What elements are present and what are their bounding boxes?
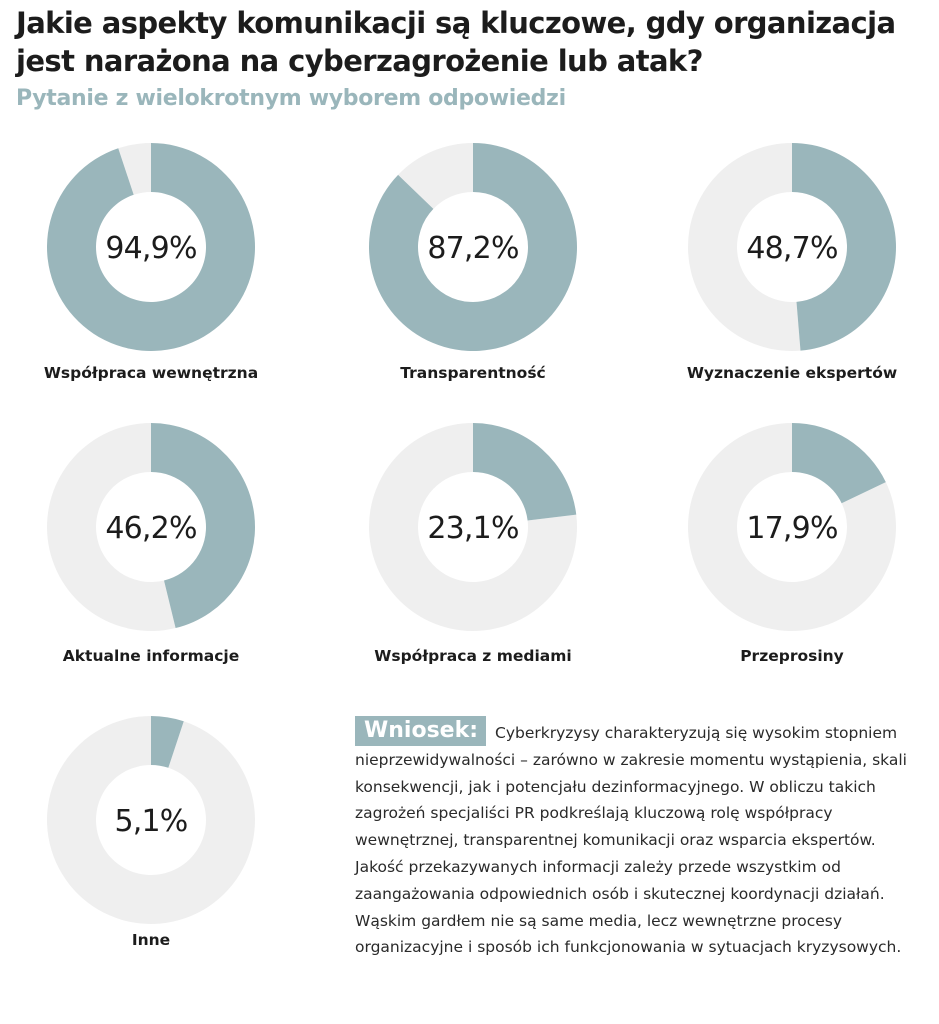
donut-segment-inne [151,716,184,768]
value-label-aktualne-informacje: 46,2% [105,511,196,546]
donut-remainder-inne [47,716,255,924]
value-label-przeprosiny: 17,9% [746,511,837,546]
donut-transparentnosc: 87,2% [369,143,577,351]
donut-remainder-przeprosiny [688,423,896,631]
value-label-wyznaczenie-ekspertow: 48,7% [746,231,837,266]
value-label-wspolpraca-z-mediami: 23,1% [427,511,518,546]
donut-wspolpraca-wewnetrzna: 94,9% [47,143,255,351]
donut-segment-transparentnosc [369,143,577,351]
donut-inne: 5,1% [47,716,255,924]
donut-remainder-transparentnosc [398,143,473,209]
donut-wspolpraca-z-mediami: 23,1% [369,423,577,631]
donut-remainder-aktualne-informacje [47,423,176,631]
chart-title: Jakie aspekty komunikacji są kluczowe, g… [16,6,896,78]
category-label-aktualne-informacje: Aktualne informacje [62,647,240,665]
donut-segment-przeprosiny [792,423,886,504]
value-label-transparentnosc: 87,2% [427,231,518,266]
donut-segment-wyznaczenie-ekspertow [792,143,897,351]
category-label-wyznaczenie-ekspertow: Wyznaczenie ekspertów [686,364,898,382]
category-label-przeprosiny: Przeprosiny [740,647,844,665]
donut-remainder-wyznaczenie-ekspertow [688,143,801,351]
donut-wyznaczenie-ekspertow: 48,7% [688,143,897,351]
conclusion-box: Wniosek: Cyberkryzysy charakteryzują się … [355,716,915,961]
category-label-wspolpraca-z-mediami: Współpraca z mediami [374,647,572,665]
category-label-wspolpraca-wewnetrzna: Współpraca wewnętrzna [43,364,259,382]
donut-przeprosiny: 17,9% [688,423,896,631]
value-label-inne: 5,1% [114,804,187,839]
donut-segment-wspolpraca-z-mediami [473,423,577,521]
donut-remainder-wspolpraca-wewnetrzna [118,143,151,195]
category-label-inne: Inne [131,931,171,949]
value-label-wspolpraca-wewnetrzna: 94,9% [105,231,196,266]
conclusion-badge: Wniosek: [355,716,487,746]
donut-aktualne-informacje: 46,2% [47,423,256,631]
category-label-transparentnosc: Transparentność [400,364,546,382]
donut-segment-aktualne-informacje [151,423,256,629]
chart-subtitle: Pytanie z wielokrotnym wyborem odpowiedz… [16,86,566,111]
donut-remainder-wspolpraca-z-mediami [369,423,577,631]
donut-segment-wspolpraca-wewnetrzna [47,143,255,351]
conclusion-text: Cyberkryzysy charakteryzują się wysokim … [355,724,907,957]
